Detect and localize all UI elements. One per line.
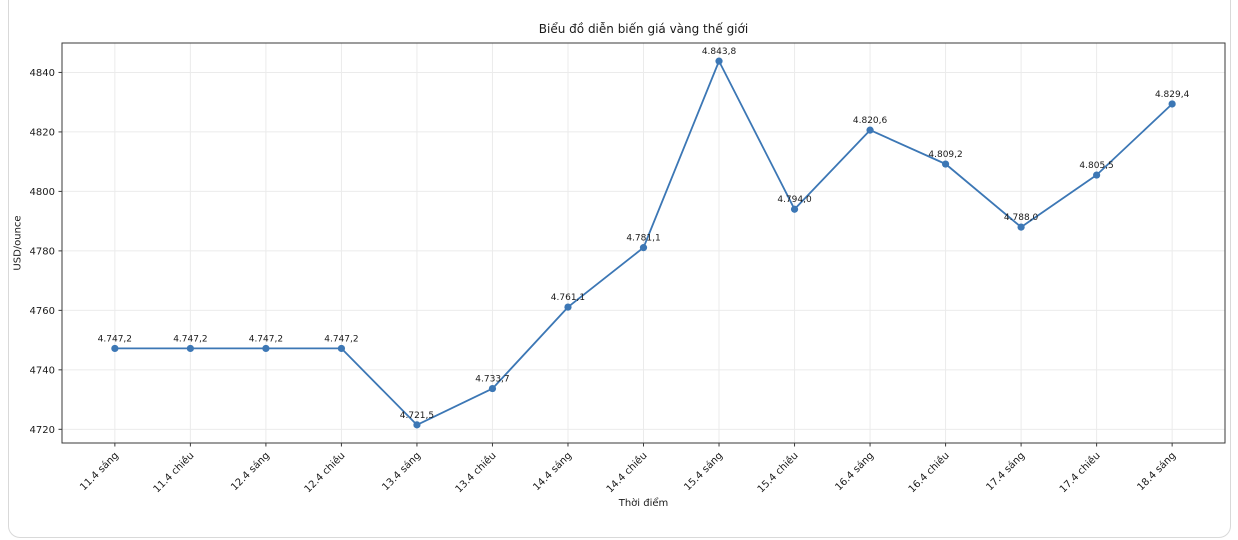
data-point-label: 4.747,2 (324, 334, 358, 344)
data-point-label: 4.843,8 (702, 47, 737, 57)
data-point (639, 244, 648, 252)
data-point (790, 205, 799, 213)
x-tick-label: 14.4 sáng (531, 450, 574, 493)
data-point-label: 4.788,0 (1004, 213, 1039, 223)
x-tick-label: 17.4 sáng (984, 450, 1027, 493)
data-point (1017, 223, 1025, 231)
x-tick-label: 16.4 chiều (906, 450, 952, 496)
data-point-label: 4.747,2 (249, 334, 283, 344)
data-point (111, 344, 119, 353)
data-point-label: 4.809,2 (928, 150, 962, 160)
data-point (186, 344, 194, 353)
x-tick-label: 13.4 sáng (380, 450, 423, 493)
data-point-label: 4.733,7 (475, 375, 509, 385)
x-tick-label: 17.4 chiều (1057, 450, 1103, 496)
gridlines (62, 43, 1225, 443)
data-point-label: 4.781,1 (626, 234, 660, 244)
x-tick-label: 13.4 chiều (453, 450, 499, 496)
data-point-label: 4.747,2 (173, 334, 207, 344)
x-tick-label: 18.4 sáng (1135, 450, 1178, 493)
y-tick-label: 4720 (30, 425, 55, 436)
x-axis-title: Thời điểm (618, 498, 669, 509)
data-point (488, 384, 497, 393)
data-point-label: 4.761,1 (551, 293, 585, 303)
x-tick-label: 11.4 chiều (151, 450, 197, 496)
data-point (715, 57, 723, 65)
y-tick-label: 4760 (30, 306, 55, 317)
y-tick-label: 4780 (30, 246, 55, 257)
y-tick-label: 4740 (30, 365, 55, 376)
x-tick-label: 15.4 chiều (755, 450, 801, 496)
y-tick-label: 4800 (30, 187, 55, 198)
chart-card (8, 0, 1231, 538)
data-point (1093, 171, 1101, 179)
data-point-label: 4.805,5 (1079, 161, 1113, 171)
x-tick-label: 12.4 chiều (302, 450, 348, 496)
x-tick-label: 14.4 chiều (604, 450, 650, 496)
data-point-label: 4.820,6 (853, 116, 888, 126)
data-point-label: 4.794,0 (777, 195, 812, 205)
data-point-label: 4.829,4 (1155, 90, 1190, 100)
data-point (337, 344, 346, 353)
data-point (413, 421, 421, 429)
x-tick-label: 11.4 sáng (78, 450, 121, 493)
x-tick-label: 16.4 sáng (833, 450, 876, 493)
x-tick-label: 12.4 sáng (229, 450, 272, 493)
data-point-label: 4.747,2 (98, 334, 132, 344)
y-tick-label: 4840 (30, 68, 55, 79)
data-point (941, 160, 950, 168)
y-tick-label: 4820 (30, 127, 55, 138)
data-point (866, 126, 874, 134)
data-series: 4.747,2 4.747,2 4.747,2 4.747,2 4.721,5 4.733… (98, 47, 1190, 429)
chart-title: Biểu đồ diễn biến giá vàng thế giới (538, 22, 749, 36)
x-tick-label: 15.4 sáng (682, 450, 725, 493)
data-point (1168, 100, 1176, 108)
y-axis-title: USD/ounce (12, 215, 24, 271)
data-point (262, 344, 270, 353)
data-point (564, 303, 572, 311)
data-point-label: 4.721,5 (400, 411, 434, 421)
